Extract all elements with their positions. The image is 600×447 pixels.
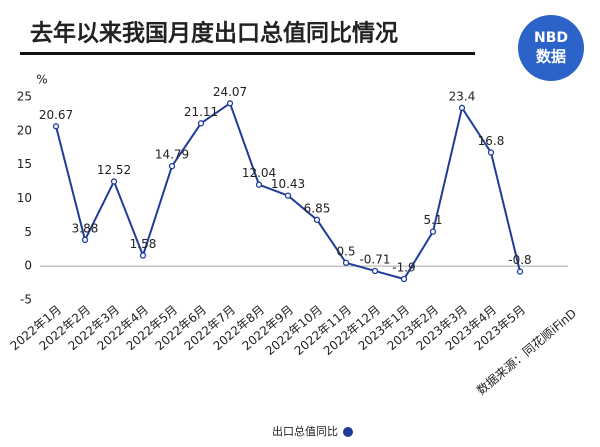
data-label: 23.4 — [449, 89, 476, 103]
data-label: 24.07 — [213, 85, 247, 99]
data-label: 0.5 — [336, 244, 355, 258]
data-label: 3.88 — [72, 221, 99, 235]
y-tick-label: 15 — [17, 157, 32, 171]
data-label: 16.8 — [478, 134, 505, 148]
chart-title: 去年以来我国月度出口总值同比情况 — [30, 20, 398, 47]
legend-label: 出口总值同比 — [272, 424, 338, 438]
y-tick-label: 20 — [17, 123, 32, 137]
point — [226, 100, 234, 107]
data-label: 12.52 — [97, 163, 131, 177]
data-label: 1.58 — [130, 237, 157, 251]
point — [313, 216, 321, 223]
data-label: 14.79 — [155, 148, 189, 162]
data-label: 12.04 — [242, 166, 276, 180]
logo — [518, 15, 584, 81]
data-label: 10.43 — [271, 177, 305, 191]
data-label: -1.9 — [392, 261, 415, 275]
data-label: 5.1 — [423, 213, 442, 227]
data-label: -0.71 — [359, 252, 390, 266]
y-tick-label: -5 — [20, 293, 32, 307]
point — [458, 104, 466, 111]
point — [487, 149, 495, 156]
point — [429, 228, 437, 235]
data-label: -0.8 — [508, 253, 531, 267]
legend-marker — [343, 427, 353, 437]
point — [110, 178, 118, 185]
point — [342, 259, 350, 266]
point — [516, 268, 524, 275]
y-tick-label: 0 — [24, 259, 32, 273]
point — [255, 181, 263, 188]
logo-top: NBD — [534, 30, 568, 46]
y-tick-label: 10 — [17, 191, 32, 205]
point — [52, 123, 60, 130]
point — [139, 252, 147, 259]
data-label: 21.11 — [184, 105, 218, 119]
point — [168, 162, 176, 170]
y-tick-label: 25 — [17, 90, 32, 104]
point — [284, 192, 292, 199]
point — [371, 267, 379, 275]
data-label: 6.85 — [304, 201, 331, 215]
title-underline — [20, 52, 475, 55]
point — [197, 120, 205, 127]
logo-bottom: 数据 — [536, 48, 566, 66]
data-label: 20.67 — [39, 108, 73, 122]
point — [400, 275, 408, 283]
y-unit: % — [36, 73, 47, 87]
y-tick-label: 5 — [24, 225, 32, 239]
point — [81, 236, 89, 244]
